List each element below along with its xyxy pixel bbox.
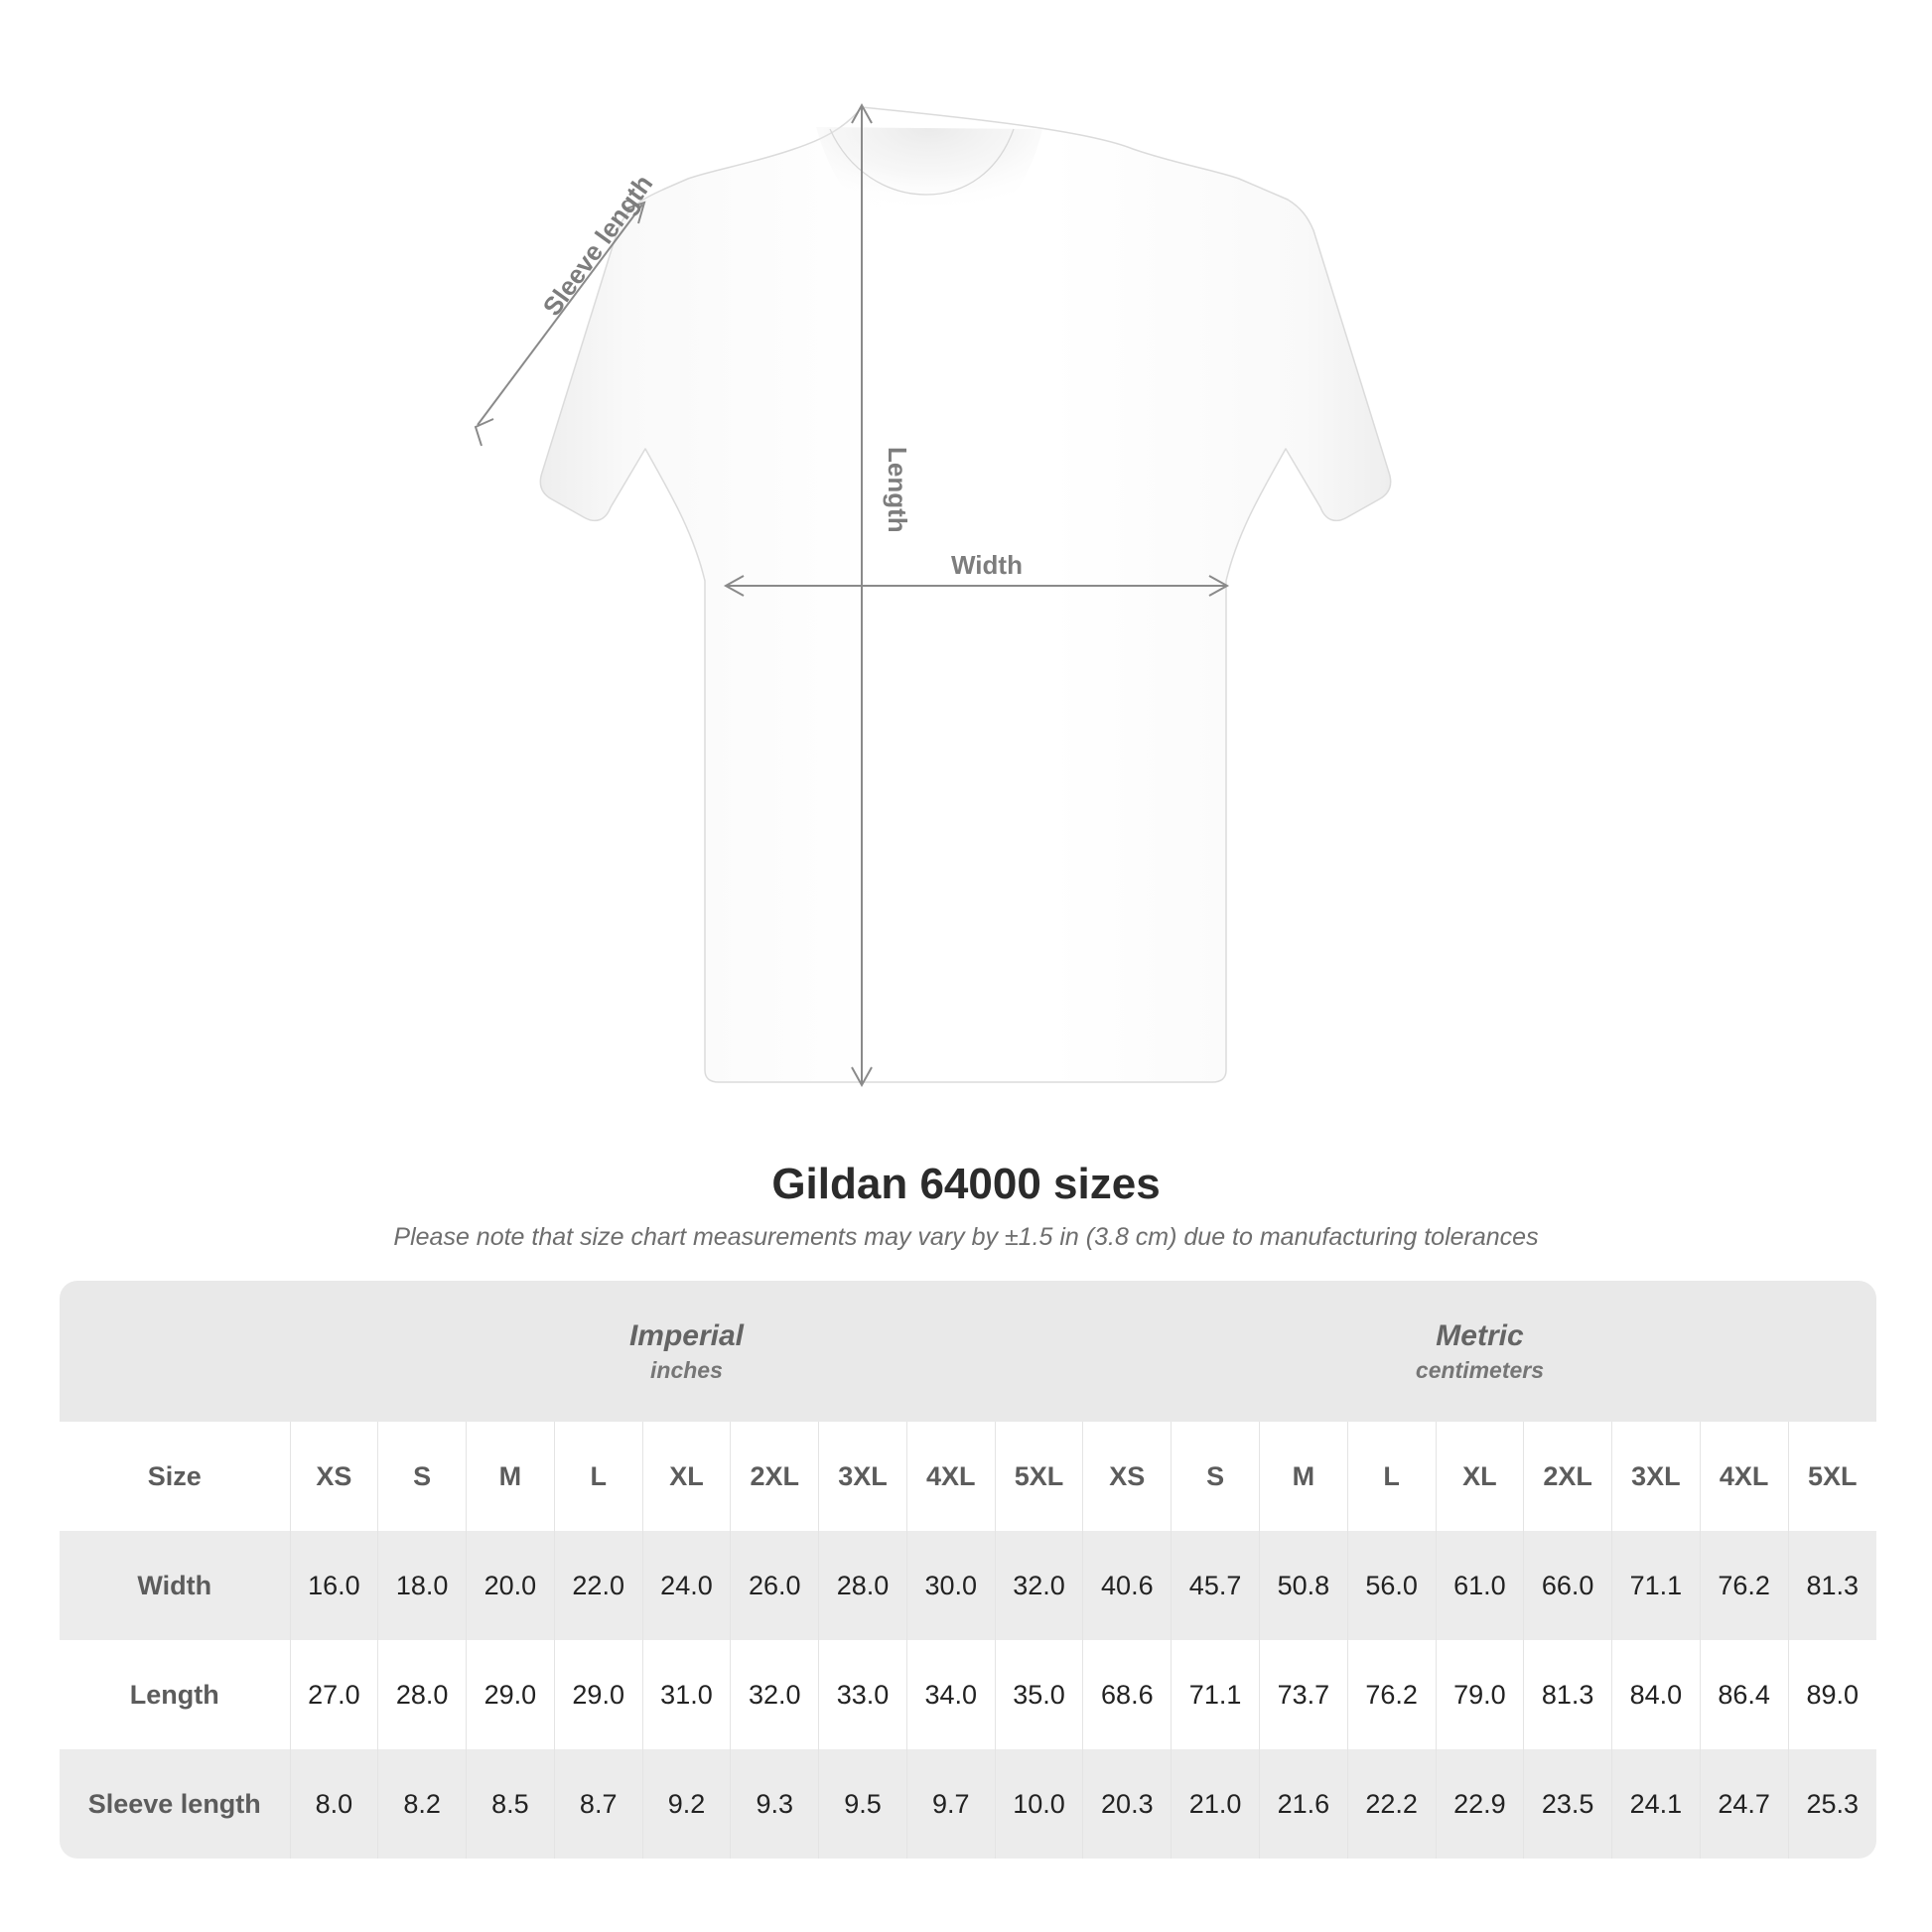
svg-text:Length: Length <box>883 447 912 533</box>
svg-text:Width: Width <box>951 550 1023 580</box>
